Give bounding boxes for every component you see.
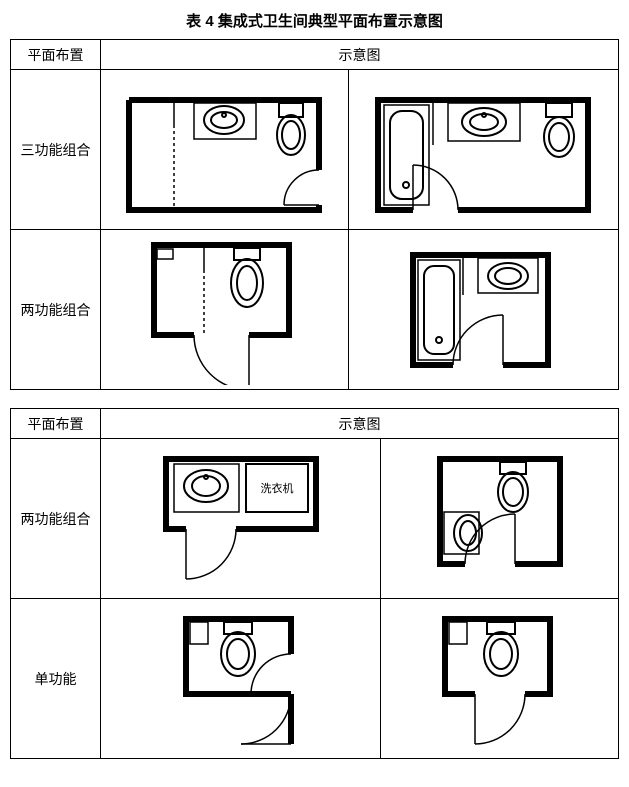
diagram-two-combo-c: 洗衣机 (101, 439, 381, 599)
diagram-two-combo-b (348, 230, 618, 390)
diagram-two-combo-a (101, 230, 349, 390)
row-label-two-combo: 两功能组合 (11, 230, 101, 390)
header-diagram-1: 示意图 (101, 40, 619, 70)
diagram-three-combo-a (101, 70, 349, 230)
layout-table-1: 平面布置 示意图 三功能组合 (10, 39, 619, 390)
diagram-three-combo-b (348, 70, 618, 230)
header-diagram-2: 示意图 (101, 409, 619, 439)
diagram-single-b (381, 599, 619, 759)
row-label-three-combo: 三功能组合 (11, 70, 101, 230)
table-title: 表 4 集成式卫生间典型平面布置示意图 (10, 10, 619, 31)
layout-table-2: 平面布置 示意图 两功能组合 洗衣机 (10, 408, 619, 759)
row-label-two-combo-2: 两功能组合 (11, 439, 101, 599)
header-label-1: 平面布置 (11, 40, 101, 70)
diagram-single-a (101, 599, 381, 759)
row-label-single: 单功能 (11, 599, 101, 759)
washer-label: 洗衣机 (260, 481, 293, 495)
diagram-two-combo-d (381, 439, 619, 599)
header-label-2: 平面布置 (11, 409, 101, 439)
